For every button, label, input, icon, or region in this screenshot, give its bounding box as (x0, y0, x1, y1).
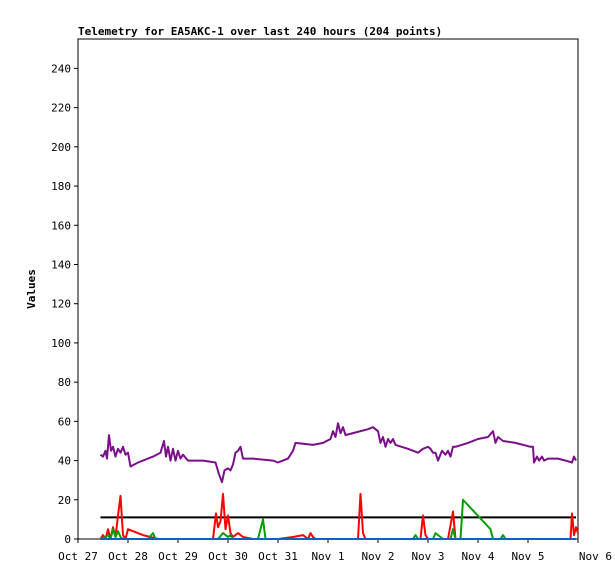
x-tick-label: Nov 5 (511, 550, 544, 563)
y-tick-label: 140 (51, 258, 71, 271)
y-tick-label: 200 (51, 141, 71, 154)
y-tick-label: 240 (51, 62, 71, 75)
x-axis: Oct 27 Oct 28 Oct 29 Oct 30 Oct 31 Nov 1 Nov 2… (58, 539, 612, 563)
y-tick-label: 20 (58, 494, 71, 507)
x-tick-label: Nov 4 (461, 550, 494, 563)
y-tick-label: 0 (64, 533, 71, 546)
y-tick-label: 220 (51, 102, 71, 115)
y-tick-label: 40 (58, 455, 71, 468)
y-tick-label: 160 (51, 219, 71, 232)
y-tick-label: 180 (51, 180, 71, 193)
y-axis: 0 20 40 60 80 100 120 140 160 180 200 220 240 (51, 62, 78, 546)
x-tick-label: Nov 1 (311, 550, 344, 563)
x-tick-label: Oct 29 (158, 550, 198, 563)
x-tick-label: Nov 3 (411, 550, 444, 563)
x-tick-label: Oct 27 (58, 550, 98, 563)
x-tick-label: Nov 6 (579, 550, 612, 563)
series-layer (99, 422, 579, 540)
y-axis-label: Values (25, 269, 38, 309)
x-tick-label: Oct 31 (258, 550, 298, 563)
x-tick-label: Nov 2 (361, 550, 394, 563)
y-tick-label: 100 (51, 337, 71, 350)
y-tick-label: 120 (51, 298, 71, 311)
series-line-1 (99, 422, 577, 484)
x-tick-label: Oct 28 (108, 550, 148, 563)
chart-title: Telemetry for EA5AKC-1 over last 240 hou… (78, 25, 442, 38)
y-tick-label: 60 (58, 415, 71, 428)
y-tick-label: 80 (58, 376, 71, 389)
x-tick-label: Oct 30 (208, 550, 248, 563)
series-line-4 (100, 498, 576, 540)
